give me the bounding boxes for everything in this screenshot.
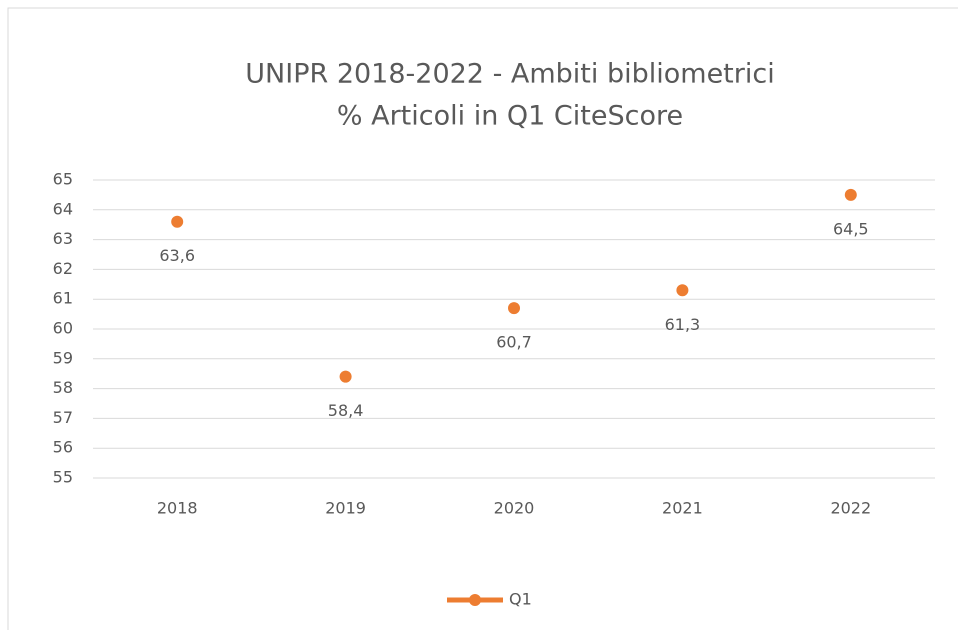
data-point xyxy=(508,302,520,315)
legend-label: Q1 xyxy=(509,590,532,609)
y-tick-label: 63 xyxy=(53,229,73,248)
data-label: 61,3 xyxy=(665,315,701,334)
legend-marker xyxy=(469,594,481,606)
chart-title: UNIPR 2018-2022 - Ambiti bibliometrici xyxy=(245,59,774,90)
x-tick-label: 2022 xyxy=(830,499,871,518)
data-label: 58,4 xyxy=(328,401,364,420)
y-tick-label: 62 xyxy=(53,259,73,278)
data-point xyxy=(339,370,352,383)
x-tick-label: 2018 xyxy=(157,499,198,518)
data-point xyxy=(844,188,857,201)
chart-frame xyxy=(7,7,958,630)
y-tick-label: 60 xyxy=(53,319,73,338)
y-tick-label: 56 xyxy=(53,438,73,457)
y-tick-label: 57 xyxy=(53,408,73,427)
x-tick-label: 2020 xyxy=(494,499,535,518)
y-tick-label: 64 xyxy=(53,199,73,218)
data-label: 60,7 xyxy=(496,333,532,352)
data-label: 64,5 xyxy=(833,219,869,238)
y-tick-label: 58 xyxy=(53,378,73,397)
y-tick-label: 65 xyxy=(53,170,73,189)
data-label: 63,6 xyxy=(159,246,195,265)
data-point xyxy=(171,215,184,228)
y-tick-label: 55 xyxy=(53,468,73,487)
x-tick-label: 2019 xyxy=(325,499,366,518)
chart-subtitle: % Articoli in Q1 CiteScore xyxy=(337,101,683,132)
x-tick-label: 2021 xyxy=(662,499,703,518)
y-tick-label: 61 xyxy=(53,289,73,308)
y-tick-label: 59 xyxy=(53,348,73,367)
data-point xyxy=(676,284,689,297)
